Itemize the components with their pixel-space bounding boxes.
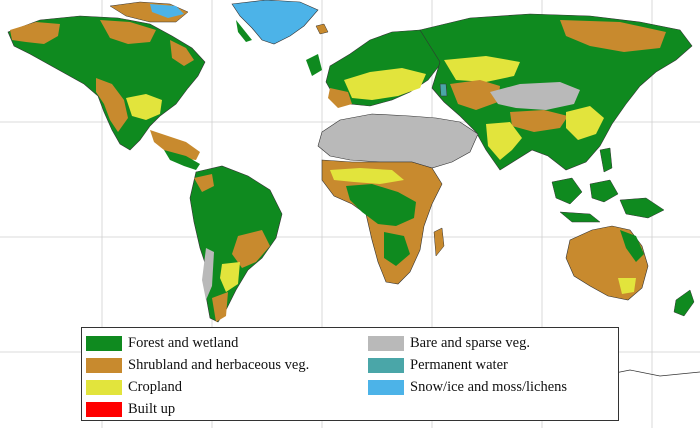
legend-item-bare: Bare and sparse veg. [368, 332, 567, 354]
australia [565, 225, 695, 317]
southeast-asia [551, 147, 665, 223]
north-america [7, 15, 206, 170]
legend-swatch-forest [86, 335, 122, 351]
legend-label-snow: Snow/ice and moss/lichens [410, 378, 568, 395]
arctic [109, 0, 319, 45]
legend-item-built-up: Built up [86, 398, 309, 420]
legend-swatch-shrubland [86, 357, 122, 373]
legend-item-water: Permanent water [368, 354, 567, 376]
legend-label-water: Permanent water [410, 356, 508, 373]
south-america [189, 165, 283, 323]
legend-label-cropland: Cropland [128, 378, 182, 395]
legend-column-right: Bare and sparse veg. Permanent water Sno… [368, 332, 567, 398]
legend-item-cropland: Cropland [86, 376, 309, 398]
legend-item-shrubland: Shrubland and herbaceous veg. [86, 354, 309, 376]
legend-swatch-cropland [86, 379, 122, 395]
legend: Forest and wetland Shrubland and herbace… [81, 327, 619, 421]
asia [419, 13, 693, 171]
legend-label-shrubland: Shrubland and herbaceous veg. [128, 356, 310, 373]
legend-swatch-bare [368, 335, 404, 351]
legend-item-snow: Snow/ice and moss/lichens [368, 376, 567, 398]
legend-label-bare: Bare and sparse veg. [410, 334, 530, 351]
legend-swatch-water [368, 357, 404, 373]
legend-column-left: Forest and wetland Shrubland and herbace… [86, 332, 309, 420]
legend-swatch-built-up [86, 401, 122, 417]
legend-label-built-up: Built up [128, 400, 176, 417]
legend-swatch-snow [368, 379, 404, 395]
legend-label-forest: Forest and wetland [128, 334, 239, 351]
legend-item-forest: Forest and wetland [86, 332, 309, 354]
europe [306, 23, 443, 108]
africa [321, 159, 445, 285]
sahara-arabia [317, 113, 479, 169]
